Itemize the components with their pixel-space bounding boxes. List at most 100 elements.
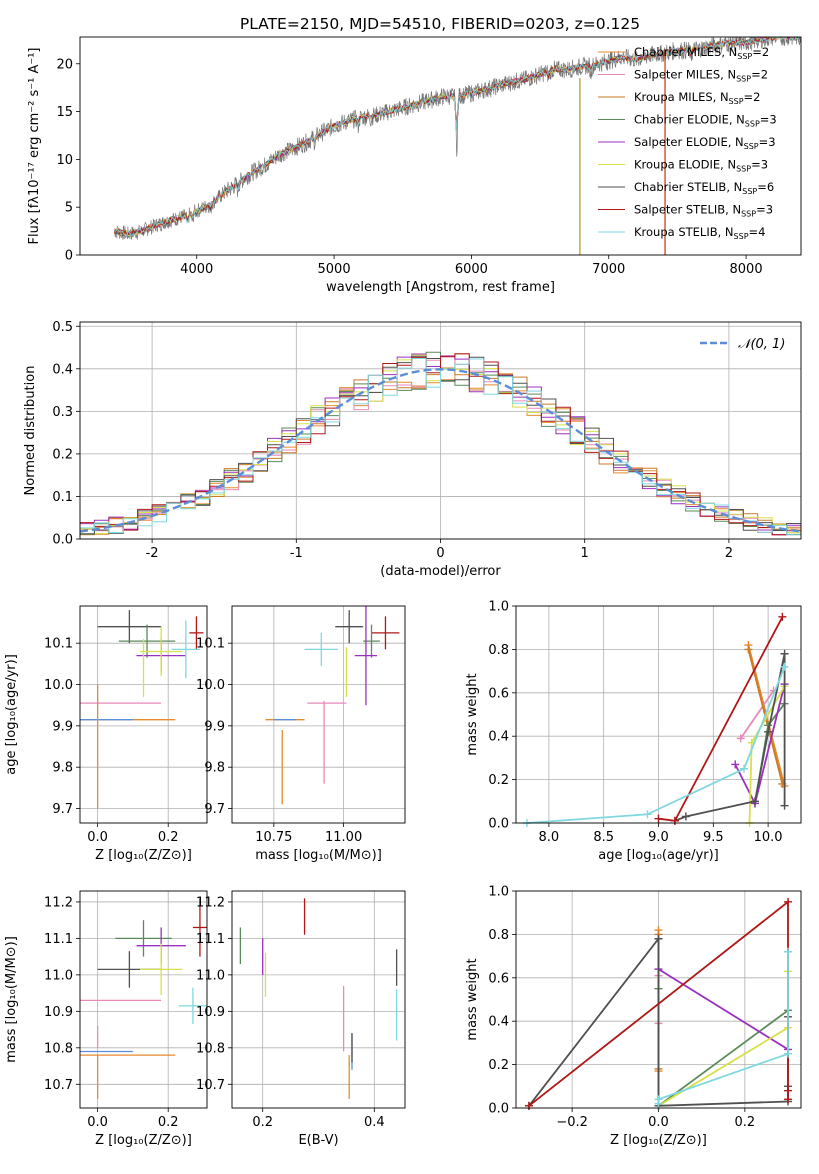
massweight-line [739, 690, 775, 739]
age-vs-Z-axes: 0.0 0.2 9.7 9.8 9.9 10.0 10.1 [44, 606, 207, 845]
mass-vs-EBV-ytick-label: 11.1 [196, 932, 225, 947]
massweight-vs-Z-axes: −0.2 0.0 0.2 0.0 0.2 0.4 0.6 0.8 1.0 [488, 885, 801, 1130]
massweight-vs-Z-ytick-label: 1.0 [488, 885, 509, 900]
mass-vs-Z-xtick-label: 0.0 [87, 1115, 108, 1130]
spectrum-frame [79, 36, 802, 256]
mass-vs-EBV-ytick-label: 10.7 [196, 1078, 225, 1093]
legend-gauss-label: 𝒩(0, 1) [738, 337, 785, 352]
mass-vs-EBV-frame [231, 890, 406, 1109]
legend-label-sub: SSP [742, 187, 757, 196]
massweight-vs-Z-ytick-label: 0.2 [488, 1058, 509, 1073]
residual-histograms [80, 351, 801, 536]
legend-label-main: Chabrier MILES, N [634, 45, 737, 59]
age-vs-mass-ytick-label: 9.9 [204, 719, 225, 734]
mass-vs-EBV-xtick-label: 0.4 [364, 1115, 385, 1130]
mass-vs-EBV-ytick-label: 11.0 [196, 968, 225, 983]
massweight-vs-age-xtick-label: 10.0 [754, 830, 783, 845]
massweight-line [734, 683, 786, 807]
age-vs-Z-ytick-label: 9.8 [52, 761, 73, 776]
massweight-line [657, 951, 789, 1104]
legend-label: Salpeter ELODIE, NSSP=3 [634, 135, 776, 151]
age-vs-Z-ylabel: age [log₁₀(age/yr)] [4, 654, 19, 775]
massweight-marker [764, 727, 773, 736]
legend-label: Kroupa STELIB, NSSP=4 [634, 225, 765, 241]
spectrum-ytick-label: 20 [56, 57, 73, 72]
residuals-frame [79, 321, 802, 540]
spectrum-axes: 4000 5000 6000 7000 8000 0 5 10 15 20 [56, 57, 762, 277]
mass-vs-Z-ytick-label: 11.1 [44, 932, 73, 947]
residuals-ytick-label: 0.5 [52, 320, 73, 335]
residuals-xtick-label: 2 [725, 546, 733, 561]
massweight-vs-age-ylabel: mass weight [465, 673, 480, 755]
massweight-vs-age-ytick-label: 0.8 [488, 643, 509, 658]
legend-label-sub: SSP [734, 232, 749, 241]
residuals-ytick-label: 0.4 [52, 362, 73, 377]
legend-label: Chabrier MILES, NSSP=2 [634, 45, 769, 61]
massweight-vs-age-ytick-label: 0.4 [488, 730, 509, 745]
mass-vs-Z-axes: 0.0 0.2 10.7 10.8 10.9 11.0 11.1 11.2 [44, 891, 207, 1130]
age-vs-mass-axes: 10.75 11.00 9.7 9.8 9.9 10.0 10.1 [196, 606, 405, 845]
spectrum-model-line [114, 37, 801, 237]
age-vs-Z-ytick-label: 9.7 [52, 802, 73, 817]
mass-vs-EBV-ytick-label: 10.9 [196, 1005, 225, 1020]
age-vs-Z-frame [79, 605, 208, 824]
massweight-marker [654, 1095, 663, 1104]
massweight-vs-age-ytick-label: 0.0 [488, 817, 509, 832]
legend-label: Salpeter MILES, NSSP=2 [634, 68, 768, 84]
massweight-line [526, 666, 786, 824]
legend-label-sub: SSP [736, 75, 751, 84]
legend-label-tail: =2 [751, 68, 768, 82]
massweight-vs-Z-xtick-label: 0.2 [735, 1115, 756, 1130]
legend-label-tail: =3 [760, 113, 777, 127]
legend-label: Chabrier ELODIE, NSSP=3 [634, 113, 777, 129]
legend-label: Kroupa MILES, NSSP=2 [634, 90, 760, 106]
spectrum-ytick-label: 0 [65, 249, 73, 264]
massweight-marker [784, 947, 793, 956]
legend-label-main: Salpeter ELODIE, N [634, 135, 744, 149]
legend-label-sub: SSP [741, 210, 756, 219]
massweight-marker [744, 645, 753, 654]
residuals-ytick-label: 0.1 [52, 490, 73, 505]
massweight-marker [731, 760, 740, 769]
massweight-vs-Z-frame [515, 890, 802, 1109]
massweight-vs-Z-ytick-label: 0.0 [488, 1102, 509, 1117]
age-vs-Z-xlabel: Z [log₁₀(Z/Z⊙)] [95, 848, 192, 863]
massweight-marker [740, 764, 748, 773]
residuals-xlabel: (data-model)/error [380, 564, 501, 579]
legend-label-main: Chabrier ELODIE, N [634, 113, 745, 127]
massweight-line [658, 968, 789, 1051]
age-vs-mass-ytick-label: 9.8 [204, 761, 225, 776]
spectrum-xtick-label: 8000 [730, 262, 763, 277]
age-vs-Z-xtick-label: 0.0 [87, 830, 108, 845]
massweight-vs-age-ytick-label: 0.2 [488, 773, 509, 788]
massweight-marker [784, 1049, 793, 1058]
legend-label-tail: =3 [756, 203, 773, 217]
massweight-line [674, 653, 786, 822]
legend-label-sub: SSP [729, 97, 744, 106]
legend-label-sub: SSP [745, 120, 760, 129]
age-vs-mass-xtick-label: 11.00 [325, 830, 362, 845]
massweight-vs-age-xtick-label: 8.5 [593, 830, 614, 845]
age-vs-mass-ytick-label: 10.1 [196, 637, 225, 652]
legend-label-main: Kroupa STELIB, N [634, 225, 734, 239]
legend-label-main: Salpeter MILES, N [634, 68, 736, 82]
age-vs-Z-xtick-label: 0.2 [158, 830, 179, 845]
residuals-ylabel: Normed distribution [23, 366, 38, 496]
spectrum-xtick-label: 4000 [180, 262, 213, 277]
residuals-xtick-label: 1 [581, 546, 589, 561]
massweight-vs-Z-ytick-label: 0.6 [488, 971, 509, 986]
massweight-line [657, 988, 789, 1108]
massweight-marker [736, 734, 745, 743]
massweight-marker [524, 1101, 533, 1110]
massweight-line [658, 971, 789, 1107]
massweight-marker [670, 816, 679, 825]
massweight-marker [750, 797, 759, 806]
massweight-line [528, 936, 789, 1107]
legend-label-sub: SSP [744, 142, 759, 151]
massweight-vs-Z-xlabel: Z [log₁₀(Z/Z⊙)] [610, 1133, 707, 1148]
spectrum-xlabel: wavelength [Angstrom, rest frame] [326, 280, 555, 295]
residual-legend: 𝒩(0, 1) [700, 337, 785, 352]
residuals-ytick-label: 0.2 [52, 447, 73, 462]
